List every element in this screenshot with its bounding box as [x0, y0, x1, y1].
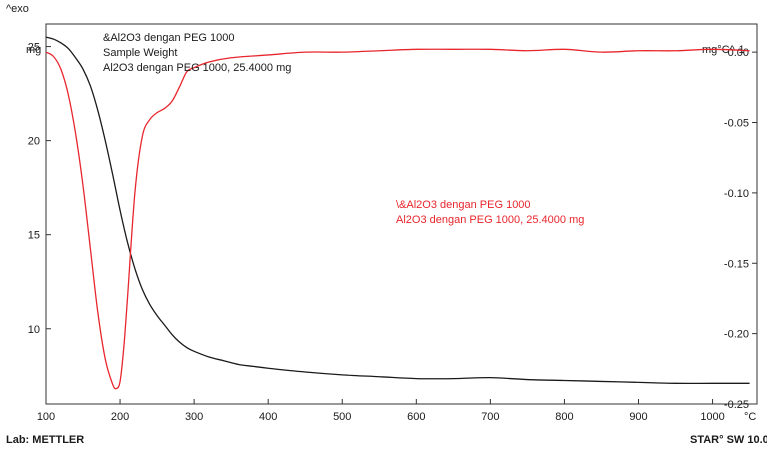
left-axis-unit: mg	[26, 44, 41, 56]
left-tick-label: 25	[28, 42, 40, 54]
x-tick-label: 100	[37, 411, 55, 423]
right-axis: 0.00 -0.05 -0.10 -0.15 -0.20 -0.25	[724, 47, 757, 411]
series-layer	[45, 36, 750, 390]
exo-label: ^exo	[6, 3, 29, 15]
right-tick-label: -0.05	[724, 118, 749, 130]
weight-curve	[45, 36, 750, 385]
red-series-legend: \&Al2O3 dengan PEG 1000 Al2O3 dengan PEG…	[396, 199, 584, 226]
x-axis-unit: °C	[744, 411, 756, 423]
red-legend-line-1: \&Al2O3 dengan PEG 1000	[396, 199, 531, 211]
right-tick-label: -0.15	[724, 258, 749, 270]
left-axis: 10 15 20 25	[28, 42, 51, 336]
x-tick-label: 700	[481, 411, 499, 423]
x-tick-label: 200	[111, 411, 129, 423]
right-tick-label: -0.25	[724, 399, 749, 411]
left-tick-label: 15	[28, 230, 40, 242]
red-legend-line-2: Al2O3 dengan PEG 1000, 25.4000 mg	[396, 214, 584, 226]
right-tick-label: 0.00	[728, 47, 749, 59]
software-label: STAR° SW 10.00	[690, 434, 767, 446]
x-tick-label: 600	[407, 411, 425, 423]
lab-label: Lab: METTLER	[6, 434, 84, 446]
black-legend-line-2: Sample Weight	[103, 47, 177, 59]
black-legend-line-1: &Al2O3 dengan PEG 1000	[103, 32, 234, 44]
x-tick-label: 900	[629, 411, 647, 423]
black-legend-line-3: Al2O3 dengan PEG 1000, 25.4000 mg	[103, 62, 291, 74]
x-axis: 100 200 300 400 500 600 700 800 900 1000	[37, 399, 725, 423]
x-tick-label: 800	[555, 411, 573, 423]
x-tick-label: 300	[185, 411, 203, 423]
plot-frame	[45, 23, 758, 405]
black-series-legend: &Al2O3 dengan PEG 1000 Sample Weight Al2…	[103, 32, 291, 74]
x-tick-label: 500	[333, 411, 351, 423]
right-tick-label: -0.10	[724, 188, 749, 200]
x-tick-label: 1000	[700, 411, 724, 423]
left-tick-label: 10	[28, 324, 40, 336]
dtg-curve	[45, 48, 750, 390]
left-tick-label: 20	[28, 136, 40, 148]
right-tick-label: -0.20	[724, 329, 749, 341]
x-tick-label: 400	[259, 411, 277, 423]
